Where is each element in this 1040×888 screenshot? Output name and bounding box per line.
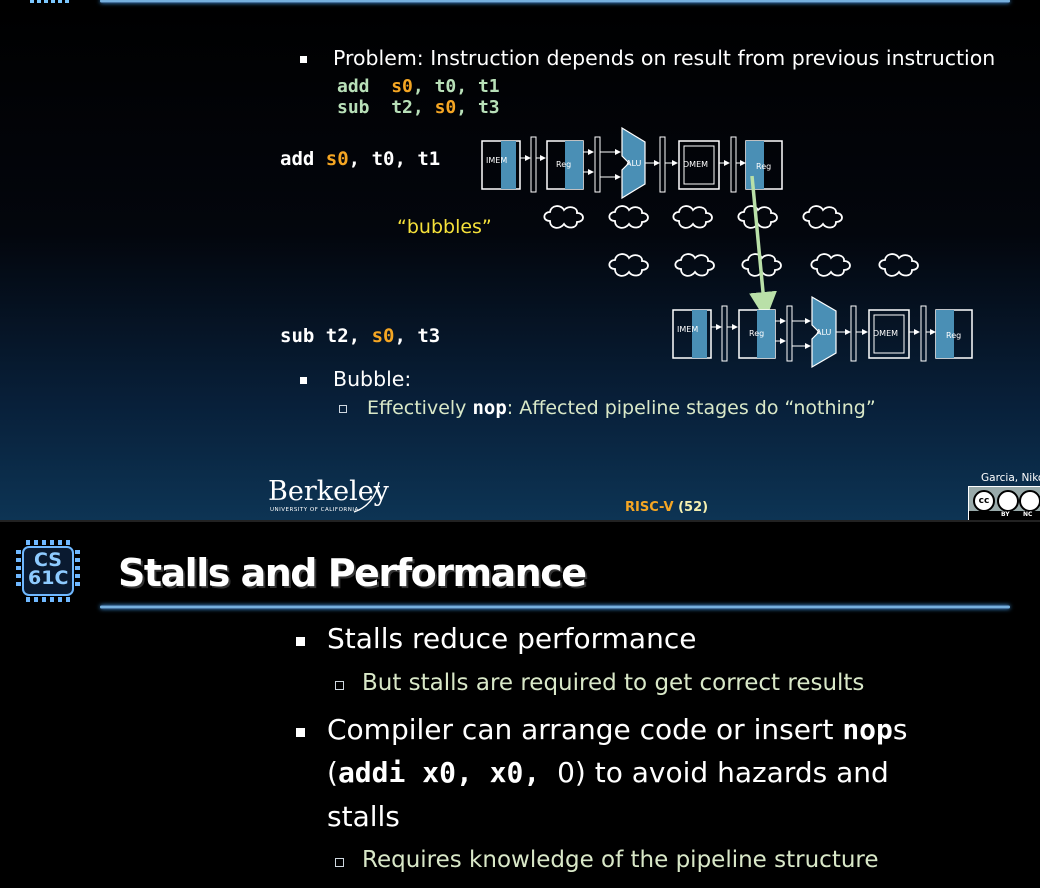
footer-topic: RISC-V <box>625 500 674 515</box>
bullet-compiler-line2: (addi x0, x0, 0) to avoid hazards and <box>327 756 889 789</box>
reg-fill <box>565 141 583 189</box>
label-reg: t2 <box>325 325 349 347</box>
bullet-compiler-line1: Compiler can arrange code or insert nops <box>327 713 908 746</box>
chip-icon <box>16 540 80 602</box>
logo-text-cs: CS <box>34 549 62 571</box>
footer-center: RISC-V (52) <box>625 500 708 515</box>
slide-title: Stalls and Performance <box>118 551 587 595</box>
label-op: sub <box>280 325 315 347</box>
text-part: Compiler can arrange code or insert <box>327 713 843 746</box>
nc-icon <box>1019 490 1040 512</box>
bubble-subtext: Effectively nop: Affected pipeline stage… <box>367 397 876 419</box>
logo-remnant <box>30 0 70 3</box>
dependency-arrow <box>749 175 777 320</box>
title-rule <box>100 605 1010 609</box>
bullet-marker <box>300 56 307 63</box>
logo-text-61c: 61C <box>28 567 69 589</box>
cc-icon: cc <box>973 490 995 512</box>
alu-text: ALU <box>626 159 642 168</box>
license-nc: NC <box>1023 511 1033 518</box>
bubbles-label: “bubbles” <box>397 216 492 238</box>
bullet-marker <box>296 637 305 646</box>
imem-text: IMEM <box>486 156 507 165</box>
slide-separator <box>0 520 1040 522</box>
code-reg: s0 <box>434 97 457 118</box>
text-part: 0 <box>557 756 575 789</box>
addi-code: addi x0, x0, <box>337 756 558 789</box>
subtext-part: : Affected pipeline stages do “nothing” <box>506 397 876 419</box>
code-sep: , <box>412 76 424 97</box>
sub-bullet-marker <box>339 405 347 413</box>
license-by: BY <box>1001 511 1010 518</box>
text-part: ) to avoid hazards and <box>574 756 889 789</box>
pipeline-diagram: IMEM Reg ALU DMEM Reg <box>481 126 973 369</box>
alu-text-2: ALU <box>816 328 832 337</box>
slide-bottom: CS 61C Stalls and Performance Stalls red… <box>0 522 1040 888</box>
reg-wb-text: Reg <box>756 162 771 171</box>
reg-wb-text-2: Reg <box>946 331 961 340</box>
cc-license-badge: cc BY NC <box>968 486 1040 520</box>
page-number: (52) <box>678 500 709 515</box>
code-reg: s0 <box>391 76 413 97</box>
nop-code: nop <box>472 397 507 419</box>
bullet-marker <box>300 377 307 384</box>
bullet-stalls-reduce: Stalls reduce performance <box>327 622 697 655</box>
bubble-clouds <box>543 205 919 277</box>
pipeline-add-label: add s0, t0, t1 <box>280 148 441 170</box>
sub-bullet-required: But stalls are required to get correct r… <box>362 670 865 696</box>
code-reg: t0 <box>434 76 457 97</box>
code-reg: t2 <box>391 97 413 118</box>
bullet-compiler-line3: stalls <box>327 800 400 833</box>
title-rule <box>100 0 1010 3</box>
code-sep: , <box>456 97 468 118</box>
label-reg: t1 <box>417 148 441 170</box>
problem-text: Problem: Instruction depends on result f… <box>333 46 996 70</box>
pipeline-1: IMEM Reg ALU DMEM Reg <box>481 126 783 200</box>
code-sep: , <box>456 76 468 97</box>
label-reg: t3 <box>417 325 441 347</box>
code-reg: t1 <box>477 76 500 97</box>
label-reg: s0 <box>371 325 395 347</box>
dmem-text-2: DMEM <box>873 329 898 338</box>
author-name: Garcia, Niko <box>981 472 1040 484</box>
pipeline-2: IMEM Reg ALU DMEM Reg <box>672 295 973 369</box>
code-reg: t3 <box>477 97 500 118</box>
label-op: add <box>280 148 315 170</box>
dmem-text: DMEM <box>683 160 708 169</box>
berkeley-swoosh <box>353 481 380 513</box>
berkeley-sub: UNIVERSITY OF CALIFORNIA <box>270 507 359 513</box>
cs61c-logo: CS 61C <box>14 538 82 604</box>
code-op: sub <box>337 97 370 118</box>
nop-code: nop <box>842 713 893 746</box>
bullet-marker <box>296 728 305 737</box>
text-part: s <box>892 713 908 746</box>
sub-bullet-marker <box>335 858 344 867</box>
code-line-add: add s0, t0, t1 <box>337 76 500 97</box>
code-line-sub: sub t2, s0, t3 <box>337 97 500 118</box>
subtext-part: Effectively <box>367 397 473 419</box>
code-op: add <box>337 76 370 97</box>
label-reg: s0 <box>325 148 349 170</box>
imem-text-2: IMEM <box>677 325 698 334</box>
alu-shape <box>621 126 646 200</box>
sub-bullet-knowledge: Requires knowledge of the pipeline struc… <box>362 847 879 873</box>
bubble-heading: Bubble: <box>333 367 412 391</box>
by-icon <box>997 490 1019 512</box>
imem-fill <box>501 141 516 189</box>
label-reg: t0 <box>371 148 395 170</box>
slide-top: Problem: Instruction depends on result f… <box>0 0 1040 520</box>
sub-bullet-marker <box>335 681 344 690</box>
code-sep: , <box>412 97 424 118</box>
reg-text-2: Reg <box>749 329 764 338</box>
dmem-box <box>678 140 720 190</box>
text-part: ( <box>327 756 338 789</box>
pipeline-sub-label: sub t2, s0, t3 <box>280 325 441 347</box>
reg-text: Reg <box>556 160 571 169</box>
